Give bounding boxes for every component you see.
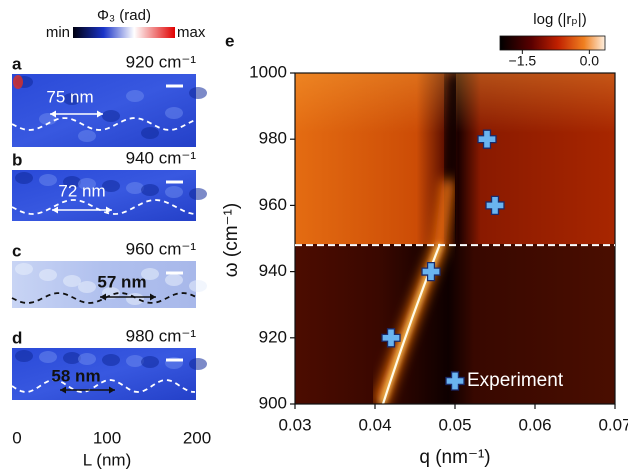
panel-letter: d: [12, 328, 22, 347]
arrow-head: [52, 206, 112, 214]
x-axis-label: L (nm): [83, 450, 132, 469]
colorbar-max: max: [177, 24, 206, 41]
texture: [189, 188, 207, 200]
frequency-label: 920 cm⁻¹: [126, 52, 197, 71]
panel-letter: a: [12, 54, 22, 73]
x-tick-label: 0.07: [598, 415, 628, 434]
arrow-head: [50, 110, 103, 118]
colorbar-tick-label: 0.0: [580, 53, 600, 69]
x-tick-label: 0.05: [438, 415, 471, 434]
texture: [39, 174, 57, 186]
x-tick-label: 100: [93, 428, 121, 447]
panel-letter: b: [12, 150, 22, 169]
texture: [13, 75, 23, 89]
texture: [15, 350, 33, 362]
colorbar-tick-label: −1.5: [509, 53, 537, 69]
x-tick-label: 0.04: [358, 415, 391, 434]
texture: [189, 280, 207, 292]
texture: [126, 355, 144, 367]
period-label: 75 nm: [46, 87, 93, 106]
y-tick-label: 980: [259, 129, 287, 148]
colorbar-min: min: [46, 24, 70, 41]
texture: [126, 90, 144, 102]
heatmap: [295, 73, 615, 404]
texture: [78, 178, 96, 190]
y-axis-label: ω (cm⁻¹): [221, 203, 242, 277]
texture: [102, 180, 120, 192]
texture: [141, 184, 159, 196]
near-field-image: [12, 74, 196, 147]
texture: [189, 87, 207, 99]
y-tick-label: 920: [259, 327, 287, 346]
texture: [15, 263, 33, 275]
period-label: 72 nm: [58, 181, 105, 200]
frequency-label: 980 cm⁻¹: [126, 326, 197, 345]
texture: [165, 274, 183, 286]
texture: [39, 269, 57, 281]
x-tick-label: 0.06: [518, 415, 551, 434]
texture: [102, 354, 120, 366]
y-tick-label: 1000: [249, 62, 287, 81]
legend-label: Experiment: [467, 370, 564, 391]
marker: [477, 129, 497, 149]
texture: [102, 287, 120, 299]
legend-marker: [445, 371, 465, 391]
panel-letter: c: [12, 241, 21, 260]
texture: [126, 182, 144, 194]
marker: [381, 328, 401, 348]
texture: [15, 172, 33, 184]
colorbar: [499, 35, 606, 51]
texture: [141, 268, 159, 280]
marker: [485, 195, 505, 216]
period-label: 57 nm: [97, 272, 146, 291]
frequency-label: 940 cm⁻¹: [126, 148, 197, 167]
dashed-profile: [11, 379, 196, 393]
texture: [141, 356, 159, 368]
colorbar-label: log (|rₚ|): [533, 11, 586, 28]
arrow-head: [100, 293, 156, 301]
texture: [102, 110, 120, 122]
texture: [39, 113, 57, 125]
colorbar-label: Φ₃ (rad): [97, 7, 151, 24]
marker: [421, 261, 441, 282]
x-tick-label: 0.03: [278, 415, 311, 434]
texture: [78, 353, 96, 365]
texture: [63, 275, 81, 287]
colorbar: [73, 27, 175, 38]
texture: [165, 107, 183, 119]
x-axis-label: q (nm⁻¹): [419, 447, 490, 468]
texture: [78, 130, 96, 142]
dashed-profile: [11, 199, 196, 215]
texture: [165, 186, 183, 198]
texture: [141, 127, 159, 139]
texture: [126, 293, 144, 305]
arrow-head: [60, 386, 115, 394]
y-tick-label: 940: [259, 261, 287, 280]
texture: [78, 281, 96, 293]
period-label: 58 nm: [51, 366, 100, 385]
x-tick-label: 0: [12, 428, 21, 447]
dashed-profile: [11, 117, 196, 131]
x-tick-label: 200: [183, 428, 211, 447]
frequency-label: 960 cm⁻¹: [126, 239, 197, 258]
y-tick-label: 900: [259, 393, 287, 412]
texture: [63, 352, 81, 364]
panel-letter: e: [225, 31, 234, 50]
texture: [63, 176, 81, 188]
near-field-image: [12, 261, 196, 308]
texture: [39, 351, 57, 363]
texture: [63, 93, 81, 105]
texture: [189, 358, 207, 370]
y-tick-label: 960: [259, 195, 287, 214]
